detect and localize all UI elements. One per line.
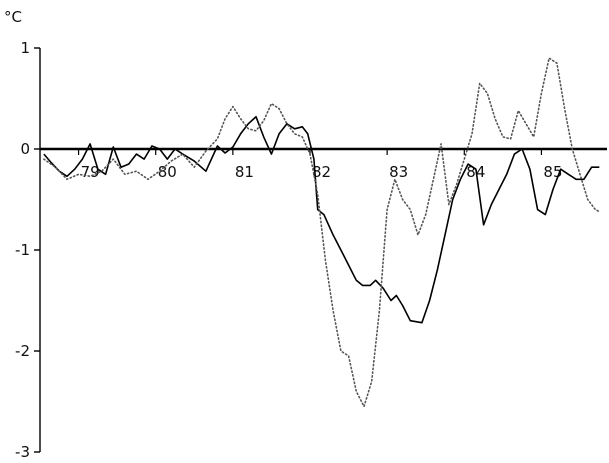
x-tick-label: 80: [158, 163, 177, 181]
series-line-solid: [43, 115, 600, 324]
y-tick-label: -1: [15, 241, 30, 259]
x-tick-label: 82: [312, 163, 331, 181]
x-axis-ticks: 79 80 81 82 83 84 85: [77, 149, 563, 181]
y-axis-ticks: 1 0 -1 -2 -3: [15, 39, 40, 461]
x-tick-label: 79: [81, 163, 100, 181]
x-tick-label: 81: [235, 163, 254, 181]
series-layer: [43, 57, 601, 408]
y-tick-label: 1: [20, 39, 30, 57]
x-tick-label: 83: [389, 163, 408, 181]
y-tick-label: 0: [20, 140, 30, 158]
y-axis-unit-label: °C: [4, 8, 22, 26]
series-line-dotted: [43, 57, 601, 408]
y-tick-label: -2: [15, 342, 30, 360]
y-tick-label: -3: [15, 443, 30, 461]
